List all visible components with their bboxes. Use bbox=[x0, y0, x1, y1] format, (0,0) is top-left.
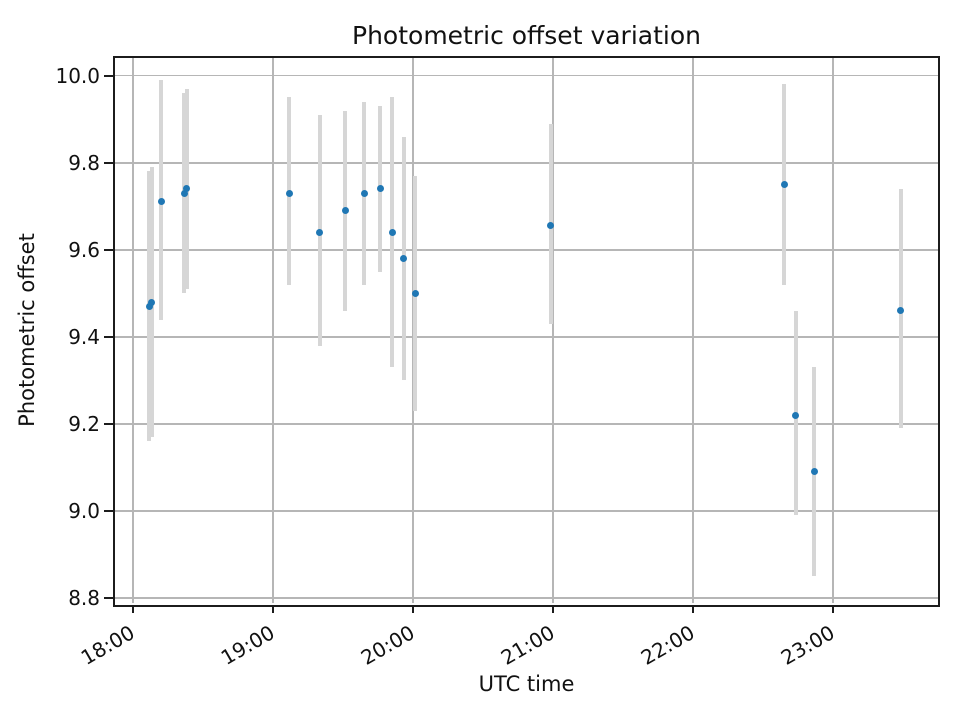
y-tick-label: 9.8 bbox=[68, 150, 100, 175]
y-tick-mark bbox=[104, 74, 113, 77]
y-tick-label: 9.6 bbox=[68, 237, 100, 262]
y-tick-label: 9.2 bbox=[68, 412, 100, 437]
y-gridline bbox=[115, 597, 938, 599]
data-point bbox=[400, 255, 408, 263]
y-gridline bbox=[115, 162, 938, 164]
y-gridline bbox=[115, 249, 938, 251]
y-tick-mark bbox=[104, 335, 113, 338]
y-tick-mark bbox=[104, 161, 113, 164]
data-point bbox=[388, 228, 396, 236]
x-gridline bbox=[552, 58, 554, 603]
x-gridline bbox=[692, 58, 694, 603]
data-point bbox=[180, 189, 188, 197]
y-tick-mark bbox=[104, 423, 113, 426]
data-point bbox=[183, 185, 191, 193]
x-gridline bbox=[832, 58, 834, 603]
y-gridline bbox=[115, 336, 938, 338]
data-point bbox=[360, 189, 368, 197]
y-tick-mark bbox=[104, 510, 113, 513]
x-tick-mark bbox=[552, 605, 554, 613]
data-point bbox=[780, 181, 788, 189]
y-tick-mark bbox=[104, 597, 113, 600]
y-axis-label: Photometric offset bbox=[15, 233, 39, 427]
y-tick-label: 10.0 bbox=[55, 63, 100, 88]
x-tick-label: 19:00 bbox=[217, 620, 279, 670]
x-gridline bbox=[412, 58, 414, 603]
chart-title: Photometric offset variation bbox=[352, 21, 701, 50]
x-tick-label: 20:00 bbox=[357, 620, 419, 670]
data-point bbox=[316, 228, 324, 236]
data-point bbox=[810, 468, 818, 476]
x-tick-label: 21:00 bbox=[497, 620, 559, 670]
x-tick-mark bbox=[272, 605, 274, 613]
x-tick-mark bbox=[412, 605, 414, 613]
data-point bbox=[157, 198, 165, 206]
y-gridline bbox=[115, 510, 938, 512]
x-tick-label: 23:00 bbox=[777, 620, 839, 670]
y-tick-label: 8.8 bbox=[68, 586, 100, 611]
data-point bbox=[145, 302, 153, 310]
data-point bbox=[376, 185, 384, 193]
data-point bbox=[411, 289, 419, 297]
x-tick-mark bbox=[692, 605, 694, 613]
data-point bbox=[792, 411, 800, 419]
x-gridline bbox=[272, 58, 274, 603]
x-tick-mark bbox=[132, 605, 134, 613]
x-gridline bbox=[132, 58, 134, 603]
y-tick-label: 9.4 bbox=[68, 324, 100, 349]
data-point bbox=[285, 189, 293, 197]
data-point bbox=[148, 298, 156, 306]
data-point bbox=[897, 307, 905, 315]
x-tick-mark bbox=[832, 605, 834, 613]
y-tick-label: 9.0 bbox=[68, 499, 100, 524]
x-tick-label: 22:00 bbox=[637, 620, 699, 670]
x-tick-label: 18:00 bbox=[77, 620, 139, 670]
data-point bbox=[341, 207, 349, 215]
y-gridline bbox=[115, 423, 938, 425]
y-tick-mark bbox=[104, 248, 113, 251]
x-axis-label: UTC time bbox=[478, 672, 575, 696]
data-point bbox=[547, 222, 555, 230]
y-gridline bbox=[115, 74, 938, 77]
